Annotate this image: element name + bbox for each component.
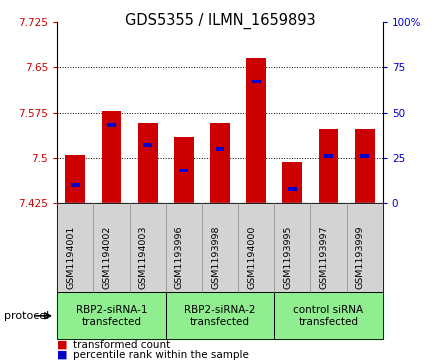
Text: GSM1193999: GSM1193999 (356, 225, 365, 289)
Bar (252, 80, 260, 83)
Bar (216, 147, 224, 151)
Bar (138, 123, 158, 203)
Bar (180, 169, 188, 172)
Text: GSM1194002: GSM1194002 (103, 225, 111, 289)
Text: GSM1193996: GSM1193996 (175, 225, 184, 289)
Bar (210, 123, 230, 203)
Bar (174, 137, 194, 203)
Bar (319, 129, 338, 203)
Text: GSM1193997: GSM1193997 (319, 225, 329, 289)
Bar (71, 183, 80, 187)
Bar (360, 154, 369, 158)
Text: ■: ■ (57, 340, 68, 350)
Bar (143, 143, 152, 147)
Text: GSM1193998: GSM1193998 (211, 225, 220, 289)
Bar (288, 187, 297, 191)
Bar (324, 154, 333, 158)
Bar (282, 162, 302, 203)
Text: GDS5355 / ILMN_1659893: GDS5355 / ILMN_1659893 (125, 13, 315, 29)
Text: GSM1194003: GSM1194003 (139, 225, 148, 289)
Text: GSM1193995: GSM1193995 (283, 225, 292, 289)
Text: RBP2-siRNA-2
transfected: RBP2-siRNA-2 transfected (184, 305, 256, 327)
Bar (246, 58, 266, 203)
Text: RBP2-siRNA-1
transfected: RBP2-siRNA-1 transfected (76, 305, 147, 327)
Text: transformed count: transformed count (73, 340, 170, 350)
Text: ■: ■ (57, 350, 68, 360)
Text: GSM1194000: GSM1194000 (247, 225, 256, 289)
Text: percentile rank within the sample: percentile rank within the sample (73, 350, 249, 360)
Text: GSM1194001: GSM1194001 (66, 225, 75, 289)
Bar (102, 111, 121, 203)
Text: protocol: protocol (4, 311, 50, 321)
Bar (66, 155, 85, 203)
Text: control siRNA
transfected: control siRNA transfected (293, 305, 363, 327)
Bar (107, 123, 116, 127)
Bar (355, 129, 375, 203)
